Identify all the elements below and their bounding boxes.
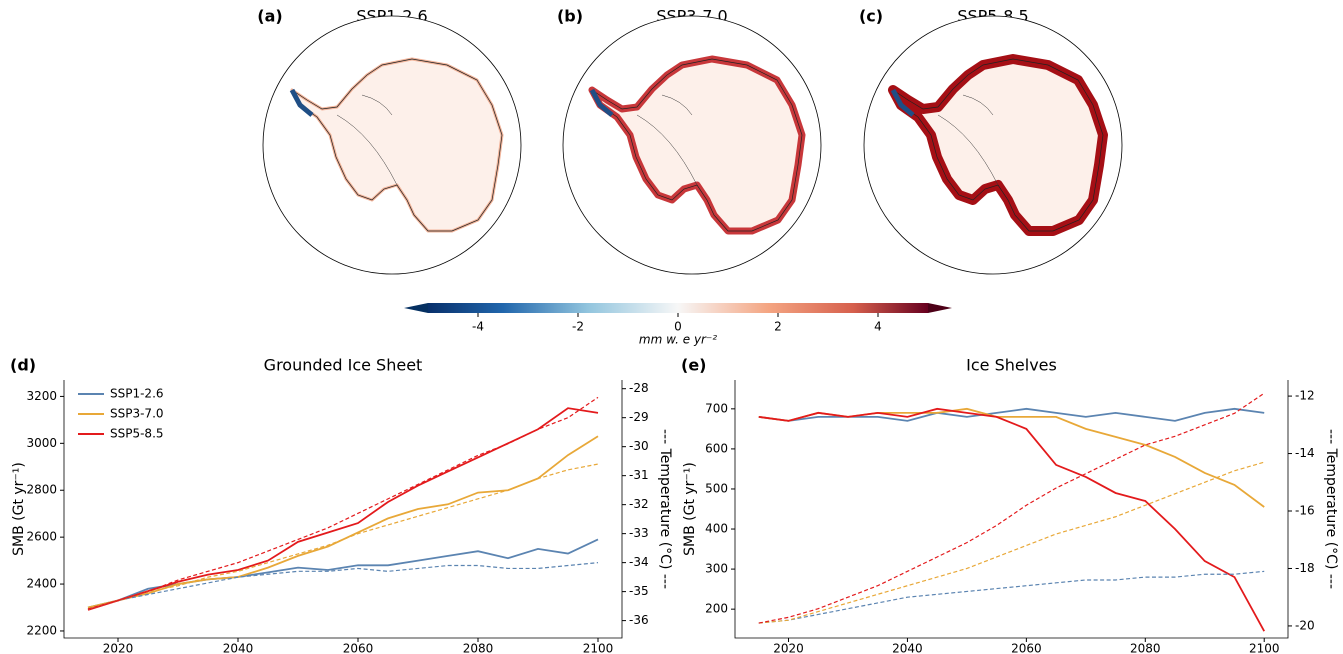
y-tick-label: 2800 <box>26 483 57 497</box>
smb-line <box>758 407 1266 632</box>
x-tick-label: 2060 <box>343 642 374 654</box>
chart-title: Ice Shelves <box>966 356 1057 375</box>
temperature-line <box>87 463 599 610</box>
y-tick-label: 2600 <box>26 530 57 544</box>
ice-divide <box>937 94 999 186</box>
peninsula <box>289 88 314 117</box>
x-tick-label: 2020 <box>773 642 804 654</box>
ice-divide <box>336 94 398 186</box>
colorbar-tick-label: -2 <box>572 320 584 334</box>
y2-tick-label: -33 <box>629 526 649 540</box>
y-axis-label: SMB (Gt yr⁻¹) <box>682 462 698 556</box>
temperature-line <box>87 396 599 610</box>
coastline <box>892 58 1104 232</box>
y2-axis-label: --- Temperature (°C) --- <box>1323 429 1339 589</box>
colorbar-tick-label: 2 <box>774 320 782 334</box>
temperature-line <box>758 570 1265 624</box>
x-tick-label: 2040 <box>892 642 923 654</box>
x-tick-label: 2100 <box>1249 642 1280 654</box>
temperature-line <box>87 562 599 610</box>
map <box>588 55 806 235</box>
y-tick-label: 2200 <box>26 623 57 637</box>
y2-tick-label: -18 <box>1295 561 1315 575</box>
y-tick-label: 700 <box>705 401 728 415</box>
peninsula <box>589 88 614 117</box>
map <box>888 54 1108 236</box>
panel-label: (b) <box>557 7 583 26</box>
y2-tick-label: -32 <box>629 497 649 511</box>
axes-frame <box>734 380 1289 639</box>
y2-tick-label: -31 <box>629 468 649 482</box>
y2-tick-label: -12 <box>1295 389 1315 403</box>
y2-tick-label: -34 <box>629 555 649 569</box>
colorbar-extend-high <box>928 303 952 313</box>
coastline <box>591 58 803 232</box>
colorbar-label: mm w. e yr⁻² <box>639 333 717 347</box>
y2-tick-label: -20 <box>1295 618 1315 632</box>
y-axis-label: SMB (Gt yr⁻¹) <box>11 462 27 556</box>
legend-label: SSP3-7.0 <box>110 407 164 421</box>
colorbar-tick-label: 0 <box>674 320 682 334</box>
coastline <box>291 58 503 232</box>
y2-tick-label: -30 <box>629 439 649 453</box>
y2-axis-label: --- Temperature (°C) --- <box>657 429 673 589</box>
x-tick-label: 2040 <box>223 642 254 654</box>
colorbar-tick-label: 4 <box>874 320 882 334</box>
map <box>289 57 504 233</box>
y-tick-label: 3000 <box>26 436 57 450</box>
x-tick-label: 2100 <box>583 642 614 654</box>
y2-tick-label: -36 <box>629 613 649 627</box>
chart-title: Grounded Ice Sheet <box>264 356 423 375</box>
y-tick-label: 400 <box>705 522 728 536</box>
y2-tick-label: -29 <box>629 410 649 424</box>
y-tick-label: 200 <box>705 602 728 616</box>
y-tick-label: 300 <box>705 562 728 576</box>
x-tick-label: 2020 <box>103 642 134 654</box>
temperature-line <box>758 392 1265 624</box>
panel-label: (e) <box>681 356 706 375</box>
x-tick-label: 2080 <box>463 642 494 654</box>
y2-tick-label: -28 <box>629 381 649 395</box>
colorbar <box>428 303 928 313</box>
colorbar-extend-low <box>404 303 428 313</box>
ice-divide <box>636 94 698 186</box>
panel-label: (c) <box>859 7 883 26</box>
y-tick-label: 3200 <box>26 389 57 403</box>
panel-label: (d) <box>10 356 36 375</box>
panel-label: (a) <box>257 7 282 26</box>
x-tick-label: 2060 <box>1011 642 1042 654</box>
colorbar-tick-label: -4 <box>472 320 484 334</box>
y2-tick-label: -35 <box>629 584 649 598</box>
legend-label: SSP5-8.5 <box>110 427 164 441</box>
y-tick-label: 500 <box>705 481 728 495</box>
legend-label: SSP1-2.6 <box>110 387 164 401</box>
y2-tick-label: -14 <box>1295 446 1315 460</box>
y-tick-label: 600 <box>705 441 728 455</box>
axes-frame <box>63 380 623 639</box>
x-tick-label: 2080 <box>1130 642 1161 654</box>
temperature-line <box>758 461 1265 624</box>
y-tick-label: 2400 <box>26 577 57 591</box>
smb-line <box>87 538 599 609</box>
smb-line <box>87 435 599 609</box>
peninsula <box>890 88 915 117</box>
y2-tick-label: -16 <box>1295 504 1315 518</box>
smb-line <box>87 407 599 611</box>
